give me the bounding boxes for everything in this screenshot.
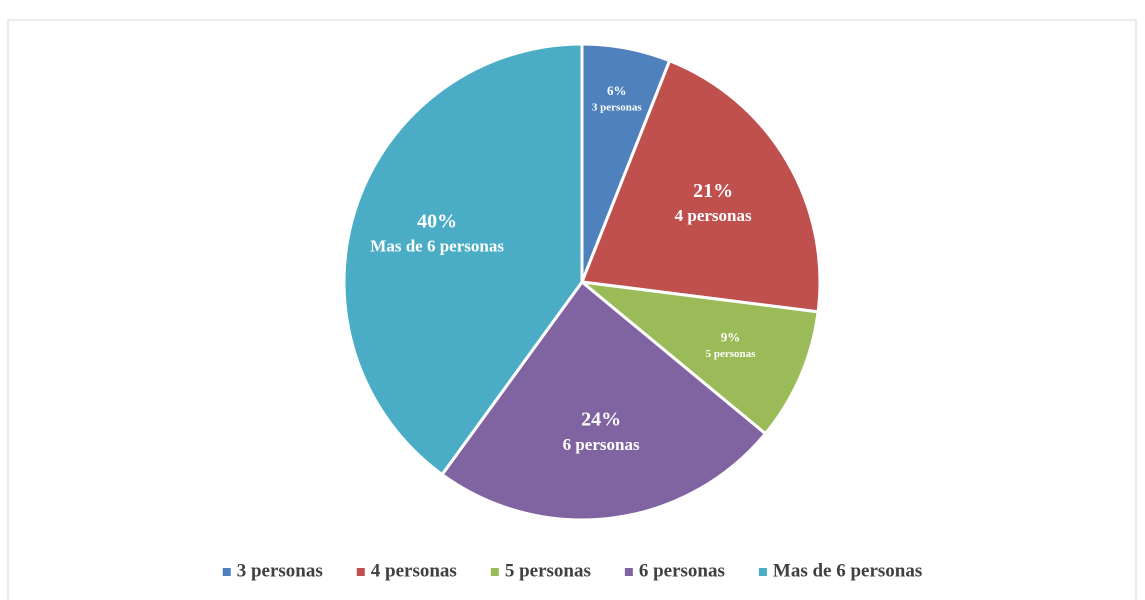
data-label: 6% bbox=[607, 83, 627, 98]
legend-label: Mas de 6 personas bbox=[773, 560, 922, 581]
pie-slice bbox=[440, 279, 768, 522]
data-label-category: 4 personas bbox=[675, 206, 752, 225]
legend-swatch bbox=[490, 568, 499, 576]
pie-slice bbox=[579, 58, 822, 314]
legend-swatch bbox=[758, 568, 767, 576]
legend-swatch bbox=[222, 568, 231, 576]
legend-label: 3 personas bbox=[237, 560, 323, 581]
pie-slice bbox=[577, 279, 820, 436]
legend-label: 6 personas bbox=[639, 560, 725, 581]
data-label: 9% bbox=[721, 329, 741, 344]
data-label-category: Mas de 6 personas bbox=[370, 237, 504, 256]
legend-swatch bbox=[356, 568, 365, 576]
pie-slice bbox=[342, 42, 584, 477]
data-label-category: 3 personas bbox=[592, 101, 643, 113]
legend-label: 4 personas bbox=[371, 560, 457, 581]
legend-label: 5 personas bbox=[505, 560, 591, 581]
data-label: 21% bbox=[693, 180, 733, 202]
data-label-category: 6 personas bbox=[563, 435, 640, 454]
data-label-category: 5 personas bbox=[706, 348, 757, 360]
data-label: 40% bbox=[417, 211, 457, 233]
data-label: 24% bbox=[581, 409, 621, 431]
legend-swatch bbox=[624, 568, 633, 576]
